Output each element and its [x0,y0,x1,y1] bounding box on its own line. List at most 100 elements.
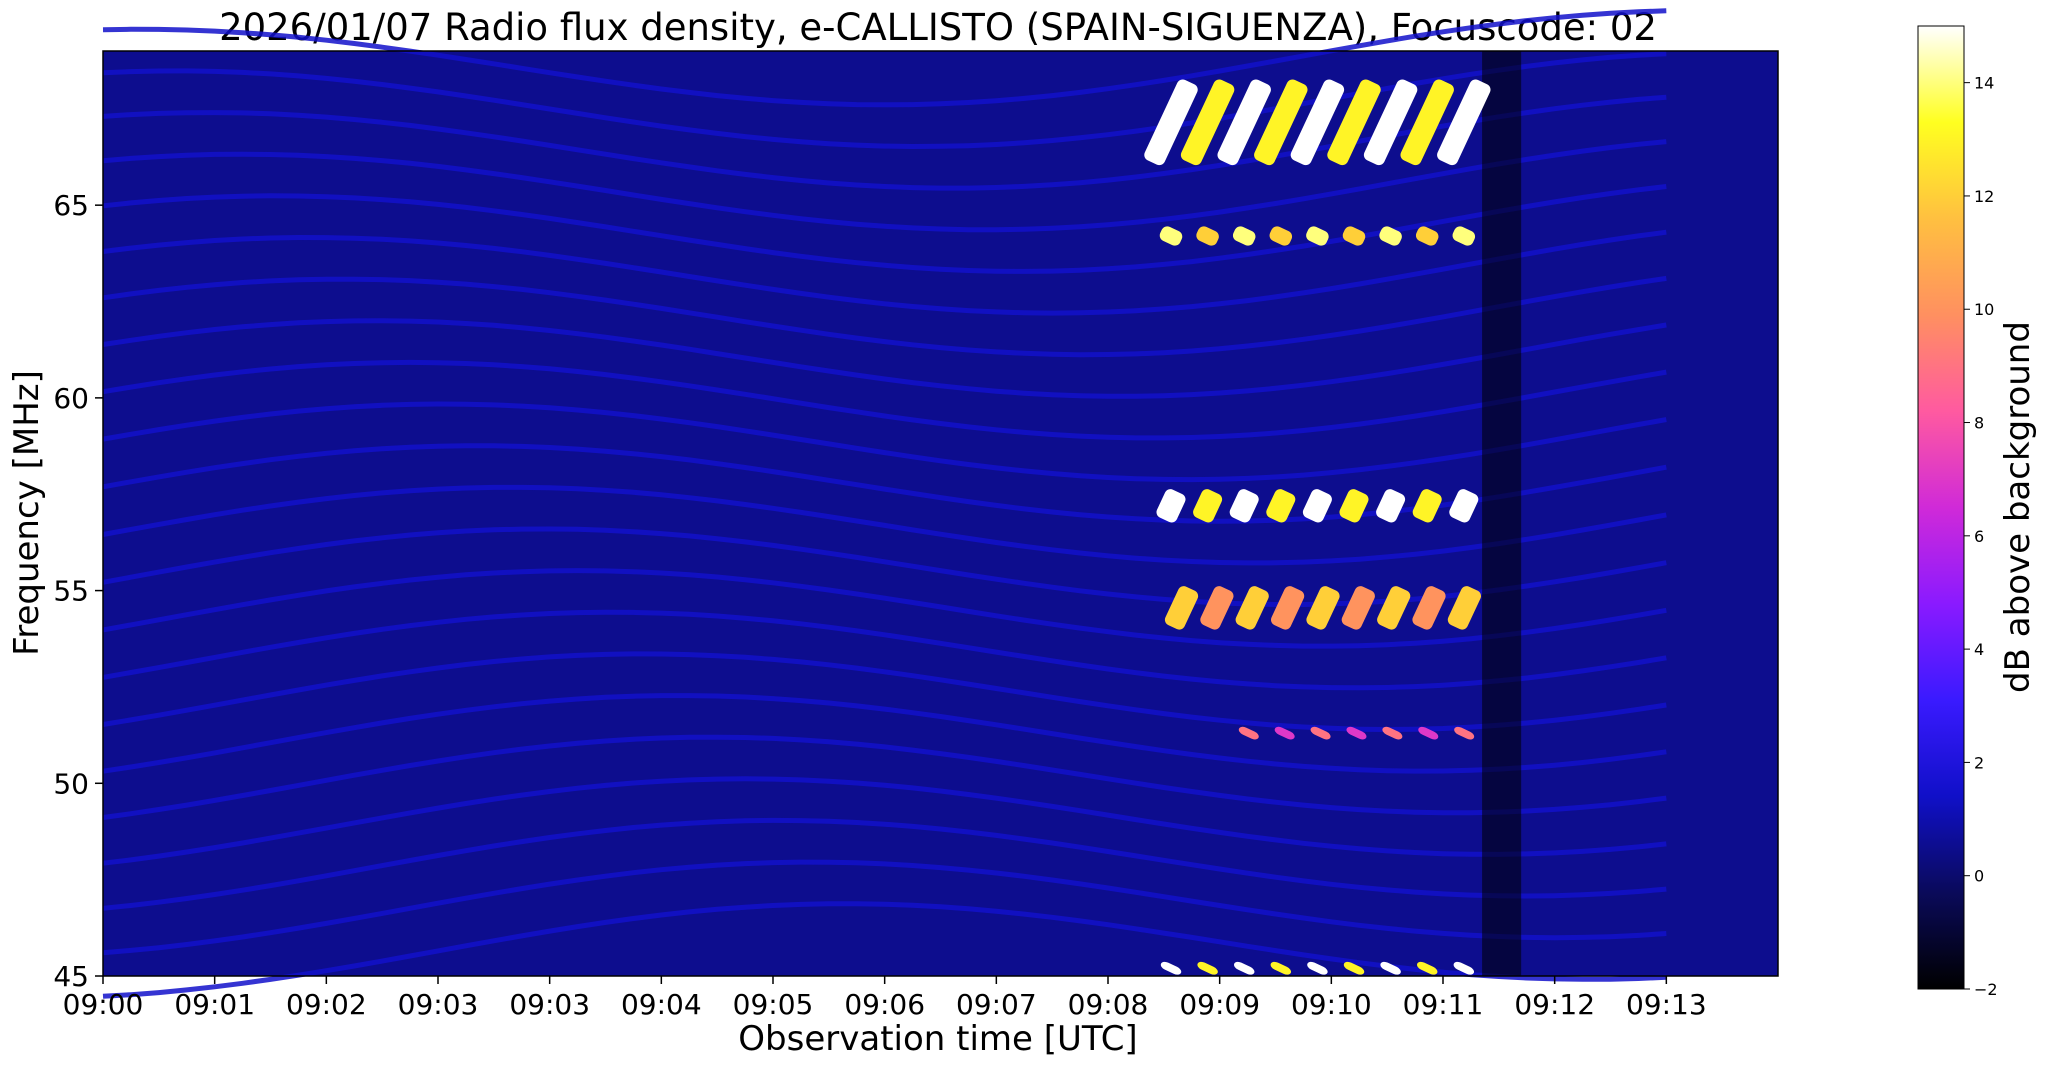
burst-blob [1400,79,1454,166]
burst-blob [1269,226,1293,246]
striation [102,94,1667,191]
burst-blob [1341,586,1375,630]
striation [102,401,1667,483]
x-tick-label: 09:11 [1403,988,1484,1021]
burst-band [1160,961,1475,975]
x-tick-label: 09:04 [621,988,702,1021]
x-tick-label: 09:13 [1626,988,1707,1021]
striation [102,776,1667,866]
burst-band [1164,586,1481,630]
burst-blob [1197,961,1218,975]
x-tick-label: 09:09 [1179,988,1260,1021]
burst-blob [1159,226,1183,246]
burst-blob [1270,961,1292,975]
burst-blob [1302,489,1332,523]
burst-blob [1363,79,1418,166]
colorbar-tick-label: 10 [1974,300,1994,319]
colorbar-gradient [1917,25,1965,990]
burst-blob [1164,586,1199,630]
burst-blob [1274,726,1295,740]
burst-blob [1454,726,1475,740]
striation [102,859,1667,956]
burst-blob [1343,961,1365,975]
burst-blob [1254,79,1308,166]
chart-title: 2026/01/07 Radio flux density, e-CALLIST… [219,6,1657,49]
y-tick-label: 60 [53,382,89,415]
striation [102,359,1667,441]
burst-blob [1453,961,1475,975]
burst-blob [1290,79,1345,166]
striation [102,693,1667,774]
x-tick-label: 09:05 [733,988,814,1021]
colorbar-tick-label: −2 [1974,980,1998,999]
burst-blob [1418,726,1439,740]
burst-blob [1437,79,1491,166]
burst-blob [1417,961,1438,975]
burst-blob [1342,226,1366,246]
burst-band [1159,226,1476,246]
striation [102,817,1667,911]
striation [102,229,1667,316]
colorbar-tick-label: 12 [1974,187,1994,206]
colorbar: −2 0 2 4 6 8 10 12 14 dB above background [1917,25,2038,999]
burst-blob [1327,79,1381,166]
burst-blob [1193,489,1223,523]
burst-blob [1156,489,1186,523]
x-tick-label: 09:06 [844,988,925,1021]
colorbar-tick-label: 8 [1974,414,1984,433]
burst-blob [1229,489,1259,523]
burst-blob [1234,961,1255,975]
burst-blob [1382,726,1403,740]
x-tick-label: 09:10 [1291,988,1372,1021]
burst-blob [1266,489,1296,523]
burst-band [1238,726,1475,740]
colorbar-tick-label: 14 [1974,74,1994,93]
y-axis-label: Frequency [MHz] [7,370,47,656]
burst-blob [1452,226,1476,246]
burst-blob [1235,586,1269,630]
burst-blob [1217,79,1271,166]
burst-blob [1449,489,1479,523]
burst-blob [1160,961,1182,975]
burst-blob [1447,586,1481,630]
x-axis-label: Observation time [UTC] [738,1019,1137,1059]
x-tick-label: 09:08 [1068,988,1149,1021]
burst-blob [1339,489,1369,523]
y-tick-label: 55 [53,575,89,608]
striation [102,901,1667,999]
heatmap [102,8,1778,999]
dark-gap [1482,51,1522,976]
striation [102,734,1667,820]
striation [102,184,1667,274]
striation [102,609,1667,691]
burst-blob [1412,489,1442,523]
burst-blob [1200,586,1234,630]
x-tick-label: 09:02 [286,988,367,1021]
y-tick-label: 65 [53,189,89,222]
burst-blob [1271,586,1305,630]
striation [102,568,1667,649]
burst-blob [1196,226,1219,246]
striation [102,8,1667,108]
x-tick-label: 09:01 [174,988,255,1021]
burst-blob [1144,79,1198,166]
burst-band [1156,489,1479,523]
burst-blob [1376,489,1406,523]
burst-blob [1180,79,1235,166]
burst-blob [1232,226,1256,246]
colorbar-ticks: −2 0 2 4 6 8 10 12 14 [1964,74,1998,999]
striation [102,443,1667,524]
colorbar-label: dB above background [1998,321,2038,693]
striation [102,651,1667,733]
colorbar-tick-label: 0 [1974,867,1984,886]
y-tick-label: 50 [53,767,89,800]
burst-blob [1306,586,1340,630]
burst-blob [1412,586,1446,630]
x-tick-label: 09:00 [63,988,144,1021]
x-axis: 09:00 09:01 09:02 09:03 09:03 09:04 09:05 09:06… [63,976,1707,1021]
plot-area [102,8,1779,999]
burst-blob [1307,961,1328,975]
burst-blob [1379,226,1402,246]
colorbar-tick-label: 6 [1974,527,1984,546]
